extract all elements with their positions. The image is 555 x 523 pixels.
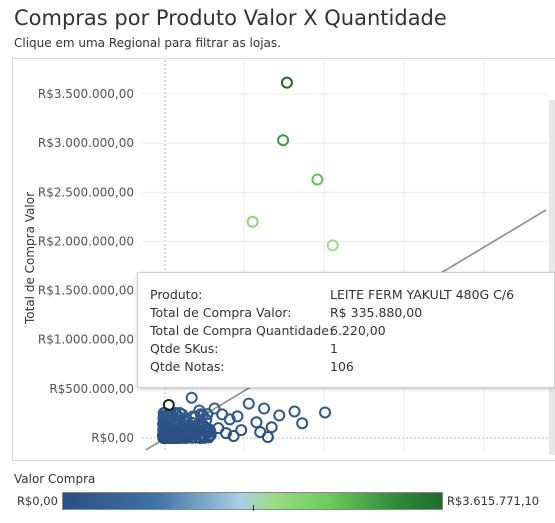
y-tick-label: R$2.500.000,00 [38,185,134,199]
page-title: Compras por Produto Valor X Quantidade [14,6,447,30]
tooltip-value-quantidade: 6.220,00 [330,323,386,338]
data-point[interactable] [311,173,324,186]
tooltip-label-produto: Produto: [150,287,203,302]
data-point[interactable] [223,413,236,426]
color-legend-bar[interactable] [62,492,443,510]
tooltip-label-skus: Qtde SKus: [150,341,219,356]
data-point[interactable] [185,391,198,404]
y-tick-label: R$3.000.000,00 [38,136,134,150]
data-point[interactable] [227,430,240,443]
page-subtitle: Clique em uma Regional para filtrar as l… [14,36,281,50]
y-tick-label: R$1.500.000,00 [38,284,134,298]
color-legend-title: Valor Compra [14,472,96,486]
data-point[interactable] [235,424,248,437]
data-point[interactable] [296,417,309,430]
y-axis-label: Total de Compra Valor [23,192,37,325]
data-point[interactable] [273,409,286,422]
data-point[interactable] [258,402,271,415]
color-legend-max: R$3.615.771,10 [447,494,540,508]
y-tick-label: R$1.000.000,00 [38,333,134,347]
data-point[interactable] [250,416,263,429]
data-point[interactable] [166,429,179,442]
data-point[interactable] [231,410,244,423]
color-legend-min: R$0,00 [17,494,58,508]
y-tick-label: R$3.500.000,00 [38,87,134,101]
data-point[interactable] [219,427,232,440]
data-point[interactable] [165,410,178,423]
data-point[interactable] [277,134,290,147]
data-point[interactable] [246,215,259,228]
data-point[interactable] [265,421,278,434]
chart-frame [12,58,555,461]
data-point[interactable] [326,239,339,252]
y-tick-label: R$0,00 [91,431,134,445]
data-point[interactable] [288,405,301,418]
tooltip-value-notas: 106 [330,359,354,374]
data-point[interactable] [319,406,332,419]
selected-data-point[interactable] [162,398,175,411]
tooltip-label-valor: Total de Compra Valor: [150,305,292,320]
product-tooltip: Produto: LEITE FERM YAKULT 480G C/6 Tota… [137,272,555,388]
data-point[interactable] [261,431,274,444]
data-point[interactable] [174,426,187,439]
data-point[interactable] [208,402,221,415]
y-tick-label: R$500.000,00 [49,382,134,396]
data-point[interactable] [193,404,206,417]
data-point[interactable] [280,76,293,89]
tooltip-value-skus: 1 [330,341,338,356]
tooltip-label-notas: Qtde Notas: [150,359,225,374]
data-point[interactable] [204,429,217,442]
y-tick-label: R$2.000.000,00 [38,234,134,248]
tooltip-label-quantidade: Total de Compra Quantidade: [150,323,334,338]
color-legend-marker [253,505,254,511]
data-point[interactable] [197,419,210,432]
data-point[interactable] [158,420,171,433]
data-point[interactable] [242,397,255,410]
tooltip-value-produto: LEITE FERM YAKULT 480G C/6 [330,287,515,302]
tooltip-value-valor: R$ 335.880,00 [330,305,423,320]
data-point[interactable] [189,428,202,441]
